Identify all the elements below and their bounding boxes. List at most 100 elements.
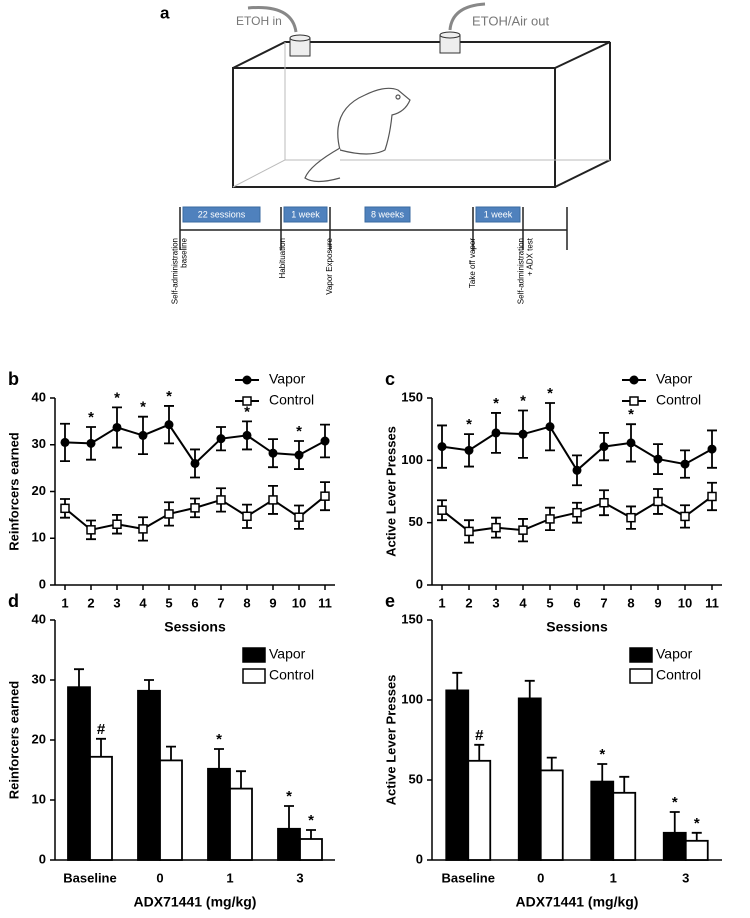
point — [112, 422, 122, 432]
point — [294, 512, 304, 522]
x-axis-label: Sessions — [546, 619, 608, 635]
legend-marker — [242, 396, 252, 406]
point — [86, 438, 96, 448]
x-tick-label: 3 — [492, 595, 499, 610]
bar — [467, 759, 492, 861]
chamber — [232, 41, 611, 188]
bar — [445, 689, 470, 861]
y-tick-label: 40 — [32, 389, 46, 404]
x-axis-label: Sessions — [164, 619, 226, 635]
bar — [137, 689, 161, 861]
legend-label: Vapor — [656, 646, 693, 662]
point — [164, 509, 174, 519]
x-tick-label: 1 — [226, 870, 233, 885]
point — [242, 511, 252, 522]
x-tick-label: 7 — [217, 595, 224, 610]
point — [464, 445, 474, 455]
point — [112, 519, 122, 529]
x-tick-label: Baseline — [63, 870, 116, 885]
x-tick-label: 11 — [705, 595, 719, 610]
significance-marker: # — [97, 721, 106, 738]
significance-marker: * — [88, 409, 94, 426]
y-tick-label: 100 — [401, 691, 423, 706]
point — [491, 522, 501, 533]
x-tick-label: 11 — [318, 595, 332, 610]
rat — [304, 87, 411, 183]
x-axis-label: ADX71441 (mg/kg) — [516, 894, 639, 910]
event-label: Habituation — [278, 238, 287, 278]
bar — [229, 787, 253, 861]
point — [545, 514, 555, 524]
phase-label: 8 weeks — [371, 209, 405, 219]
point — [491, 428, 501, 438]
point — [626, 438, 636, 448]
x-tick-label: 7 — [600, 595, 607, 610]
x-tick-label: 0 — [156, 870, 163, 885]
significance-marker: * — [166, 388, 172, 405]
event-label: baseline — [180, 237, 189, 267]
outlet-label: ETOH/Air out — [472, 13, 549, 28]
event-label: + ADX test — [526, 237, 535, 276]
error-bar — [214, 748, 224, 769]
significance-marker: * — [286, 788, 292, 805]
bar — [159, 759, 183, 861]
legend-label: Control — [656, 667, 701, 683]
panel-label: b — [8, 369, 19, 389]
x-tick-label: 1 — [61, 595, 68, 610]
phase-label: 22 sessions — [198, 209, 246, 219]
y-tick-label: 150 — [401, 611, 423, 626]
point — [190, 503, 200, 513]
bar — [590, 780, 615, 861]
legend-label: Control — [269, 667, 314, 683]
event-label: Vapor Exposure — [325, 237, 334, 294]
y-tick-label: 20 — [32, 483, 46, 498]
bar — [662, 831, 687, 861]
point — [518, 525, 528, 535]
point — [680, 511, 690, 522]
error-bar — [306, 829, 316, 839]
significance-marker: * — [694, 815, 700, 832]
phase-label: 1 week — [291, 209, 320, 219]
legend-marker — [629, 375, 639, 385]
y-tick-label: 10 — [32, 530, 46, 545]
bar — [277, 827, 301, 861]
x-tick-label: 1 — [610, 870, 617, 885]
point — [242, 430, 252, 440]
phase-box — [182, 206, 261, 223]
point — [518, 429, 528, 439]
significance-marker: * — [520, 392, 526, 409]
phase-box — [283, 206, 328, 223]
significance-marker: * — [493, 395, 499, 412]
y-tick-label: 50 — [409, 514, 423, 529]
point — [599, 442, 609, 452]
panel-label: e — [385, 591, 395, 611]
error-bar — [597, 763, 608, 782]
x-axis-label: ADX71441 (mg/kg) — [134, 894, 257, 910]
x-tick-label: 4 — [139, 595, 147, 610]
tubes — [247, 2, 486, 33]
error-bar — [669, 811, 680, 833]
significance-marker: * — [672, 794, 678, 811]
y-axis-label: Active Lever Presses — [383, 675, 398, 806]
y-axis-label: Reinforcers earned — [6, 432, 21, 551]
x-tick-label: 9 — [269, 595, 276, 610]
legend-label: Vapor — [269, 646, 306, 662]
point — [268, 495, 278, 505]
point — [653, 496, 663, 507]
y-tick-label: 30 — [32, 436, 46, 451]
point — [599, 497, 609, 508]
timeline — [179, 207, 568, 250]
error-bar — [74, 668, 84, 688]
point — [190, 458, 200, 468]
point — [216, 495, 226, 505]
error-bar — [166, 745, 176, 761]
x-tick-label: 5 — [546, 595, 553, 610]
y-tick-label: 150 — [401, 389, 423, 404]
point — [86, 525, 96, 535]
y-tick-label: 10 — [32, 791, 46, 806]
phase-box — [364, 206, 411, 223]
point — [60, 437, 70, 447]
x-tick-label: 9 — [654, 595, 661, 610]
point — [60, 503, 70, 514]
